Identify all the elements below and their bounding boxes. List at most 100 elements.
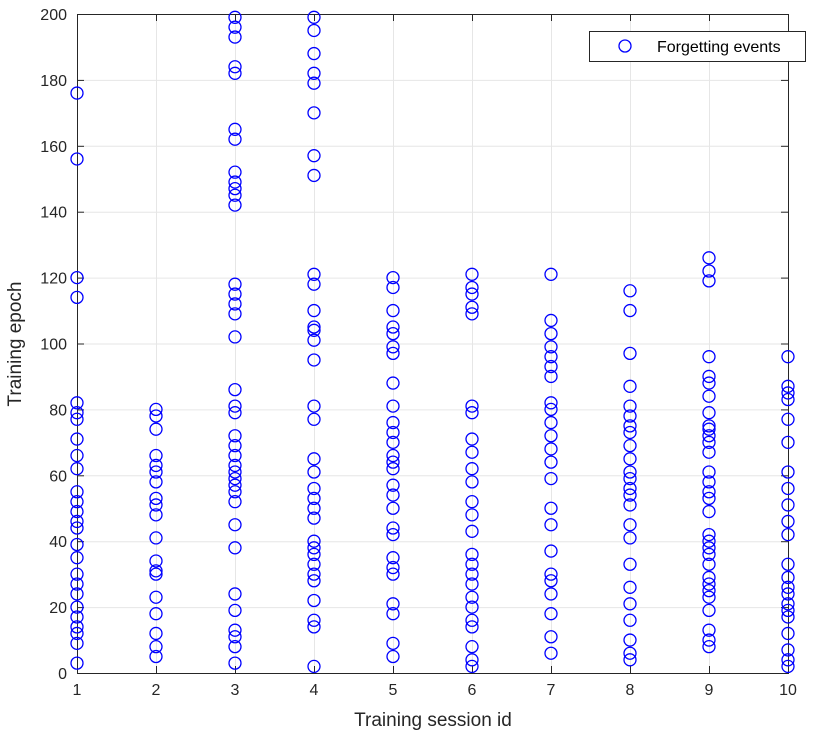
data-point [702,534,716,548]
legend-marker-circle-icon [618,39,632,53]
data-point [70,656,84,670]
data-point [228,429,242,443]
data-point [386,501,400,515]
data-point [386,270,400,285]
data-point [386,326,400,341]
data-point [781,481,795,496]
data-point [623,409,637,423]
data-point [465,600,479,614]
data-point [465,524,479,538]
data-point [149,567,163,581]
data-point [781,514,795,529]
data-point [149,498,163,512]
data-point [228,639,242,654]
data-point [70,152,84,166]
data-point [544,455,558,469]
data-point [702,547,716,562]
data-point [149,649,163,664]
data-point [781,527,795,542]
data-point [307,66,321,80]
data-point [70,396,84,410]
data-point [70,567,84,581]
data-point [149,475,163,489]
data-point [228,603,242,618]
data-point [307,23,321,38]
data-point [386,448,400,463]
data-point [781,653,795,667]
data-point [544,359,558,374]
data-point [386,280,400,295]
x-tick-label: 10 [779,682,797,699]
data-point [702,603,716,618]
data-point [228,623,242,637]
data-point [702,419,716,433]
data-point [465,399,479,413]
data-point [623,452,637,466]
data-point [623,399,637,413]
data-point [70,626,84,641]
data-point [781,603,795,618]
data-point [386,320,400,334]
data-point [228,485,242,499]
data-point [386,303,400,318]
data-point [149,508,163,522]
data-point [70,86,84,100]
data-point [228,518,242,532]
data-point [70,521,84,535]
x-tick-label: 4 [310,682,319,699]
data-point [307,541,321,555]
data-point [781,659,795,674]
legend-label: Forgetting events [657,39,781,56]
data-point [544,429,558,443]
data-point [702,527,716,542]
data-point [465,432,479,446]
data-point [544,396,558,410]
data-point [70,448,84,463]
data-point [465,287,479,301]
x-tick-label: 9 [705,682,714,699]
data-point [70,290,84,305]
data-point [307,574,321,588]
data-point [307,323,321,337]
data-point [386,649,400,664]
data-point [702,376,716,390]
data-point [386,551,400,565]
data-point [702,251,716,265]
data-point [228,277,242,291]
data-point [70,270,84,285]
data-point [781,392,795,407]
data-point [70,514,84,529]
data-point [623,518,637,532]
y-tick-label: 180 [40,73,67,90]
data-point [465,577,479,591]
data-point [386,636,400,650]
data-point [307,10,321,24]
data-point [149,564,163,578]
data-point [70,432,84,446]
data-point [544,326,558,341]
data-point [465,653,479,667]
data-point [228,10,242,24]
data-point [386,560,400,575]
x-tick-label: 7 [547,682,556,699]
data-point [149,554,163,568]
data-point [702,491,716,506]
data-point [623,438,637,453]
data-point [623,646,637,660]
data-point [149,607,163,621]
data-point [702,435,716,450]
data-point [307,465,321,479]
data-point [386,399,400,413]
y-tick-label: 0 [58,666,67,683]
data-point [149,409,163,423]
data-point [781,350,795,364]
data-point [307,353,321,367]
data-point [70,412,84,426]
data-point [465,590,479,604]
data-point [307,303,321,318]
data-point [781,498,795,512]
y-tick-label: 200 [40,7,67,24]
data-point [465,508,479,522]
data-point [544,574,558,588]
data-point [623,379,637,393]
